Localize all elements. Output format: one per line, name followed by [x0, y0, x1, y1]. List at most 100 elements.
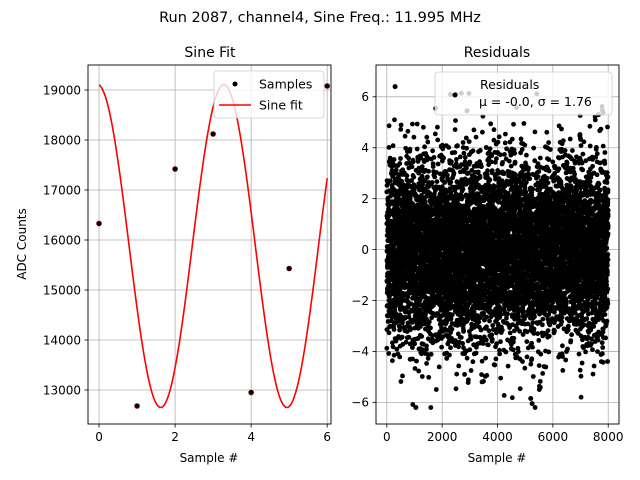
residual-point: [467, 160, 473, 166]
residual-point: [466, 377, 471, 383]
sample-point: [134, 403, 140, 409]
residual-point: [430, 164, 436, 170]
residual-point: [424, 346, 429, 352]
residual-point: [485, 168, 490, 174]
residual-point: [391, 157, 397, 162]
residual-point: [507, 330, 513, 336]
residual-point: [392, 117, 397, 123]
residual-point: [475, 169, 481, 175]
residual-point: [441, 155, 446, 161]
residual-point: [456, 363, 462, 369]
residual-point: [428, 351, 434, 357]
residual-point: [420, 347, 426, 353]
sine-fit-plot: Sine Fit 0 2 4 6130001400015000160001700018…: [15, 45, 332, 465]
residual-point: [447, 352, 452, 358]
residual-point: [502, 140, 508, 146]
residual-point: [448, 345, 453, 351]
residual-point: [480, 129, 485, 135]
residual-point: [409, 178, 414, 183]
residual-point: [460, 140, 466, 145]
residual-point: [481, 378, 486, 384]
residual-point: [421, 124, 426, 130]
residual-point: [495, 139, 501, 145]
residual-point: [452, 127, 458, 132]
residual-point: [440, 142, 445, 148]
residual-point: [435, 312, 441, 317]
residual-point: [398, 156, 403, 161]
residual-point: [425, 356, 431, 361]
sine-fit-y-tick-label: 16000: [43, 233, 81, 247]
sine-fit-y-tick-label: 13000: [43, 383, 81, 397]
residual-point: [453, 386, 459, 392]
residual-point: [412, 341, 418, 347]
residual-point: [500, 160, 505, 165]
sine-fit-x-tick-label: 4: [247, 430, 255, 444]
sine-fit-samples-layer: [96, 83, 330, 409]
residual-point: [477, 173, 483, 179]
residual-point: [439, 325, 444, 331]
sine-fit-x-axis-label: Sample #: [180, 451, 239, 465]
residual-point: [435, 137, 441, 143]
residual-point: [394, 346, 400, 352]
sample-point: [286, 265, 292, 272]
residual-point: [512, 150, 518, 156]
residual-point: [516, 349, 521, 355]
residual-point: [426, 168, 431, 174]
residual-point: [406, 155, 411, 161]
sine-fit-legend-box: [213, 70, 325, 119]
residual-point: [419, 351, 424, 357]
residual-point: [496, 134, 502, 140]
residual-point: [429, 315, 435, 321]
residual-point: [397, 161, 403, 166]
residual-point: [453, 118, 458, 123]
residual-point: [498, 152, 503, 158]
residual-point: [467, 347, 473, 353]
residual-point: [390, 340, 395, 346]
residual-point: [497, 351, 503, 357]
residual-point: [434, 170, 439, 175]
residual-point: [386, 145, 392, 150]
residual-point: [386, 351, 392, 356]
residual-point: [473, 134, 479, 140]
residual-point: [465, 316, 471, 322]
residual-point: [498, 339, 503, 345]
residual-point: [416, 368, 422, 374]
residual-point: [397, 354, 403, 360]
residual-point: [491, 127, 497, 133]
residual-point: [391, 327, 397, 332]
residual-point: [509, 395, 515, 401]
residual-point: [458, 335, 464, 340]
residual-point: [418, 226, 424, 232]
residual-point: [412, 366, 418, 371]
residual-point: [498, 375, 504, 381]
residual-point: [396, 201, 401, 207]
residual-point: [403, 314, 408, 320]
residual-point: [451, 170, 457, 176]
sample-point: [248, 389, 254, 396]
residual-point: [410, 159, 416, 165]
sine-fit-y-tick-label: 18000: [43, 133, 81, 147]
residual-point: [415, 159, 421, 164]
residual-point: [487, 318, 492, 324]
residual-point: [473, 350, 479, 356]
residual-point: [464, 145, 469, 151]
residual-point: [487, 146, 493, 152]
sine-fit-y-tick-label: 15000: [43, 283, 81, 297]
sine-fit-y-tick-label: 17000: [43, 183, 81, 197]
residual-point: [462, 372, 467, 377]
residual-point: [400, 373, 405, 379]
residual-point: [510, 347, 516, 353]
residual-point: [424, 343, 429, 349]
residual-point: [410, 345, 415, 350]
residual-point: [409, 164, 415, 170]
sine-fit-axes-frame: [87, 64, 332, 425]
residual-point: [399, 334, 405, 340]
residual-point: [422, 144, 427, 150]
residual-point: [449, 159, 454, 165]
sine-fit-title: Sine Fit: [184, 45, 236, 61]
sample-point: [96, 220, 102, 227]
residual-point: [419, 334, 425, 339]
residual-point: [425, 139, 431, 145]
